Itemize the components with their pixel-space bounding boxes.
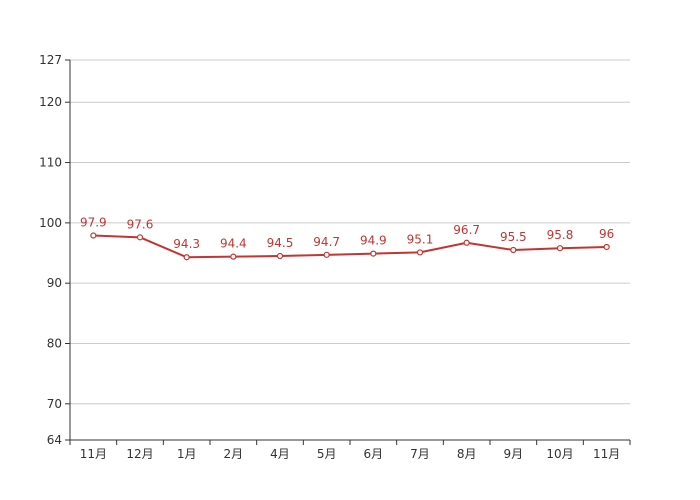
y-tick-label: 90	[47, 276, 62, 290]
y-tick-label: 80	[47, 336, 62, 350]
series-polyline	[93, 234, 607, 259]
data-label: 94.9	[360, 234, 387, 248]
axes: 64 70 80 90 100 110 120 127 11月 12月 1月 2月 4月 5月 6月 7月 8月…	[39, 53, 631, 461]
series-line	[90, 232, 610, 261]
x-tick-label: 10月	[546, 447, 573, 461]
data-label: 97.9	[80, 216, 107, 230]
y-tick-label: 110	[39, 156, 62, 170]
data-point[interactable]	[276, 252, 284, 260]
x-tick-label: 4月	[270, 447, 290, 461]
x-tick-label: 11月	[593, 447, 620, 461]
data-point[interactable]	[370, 250, 377, 257]
data-label: 94.5	[267, 236, 294, 250]
y-tick-label: 120	[39, 95, 62, 109]
data-label: 95.5	[500, 230, 527, 244]
x-tick-label: 7月	[410, 447, 430, 461]
x-tick-label: 6月	[364, 447, 384, 461]
data-point[interactable]	[416, 249, 424, 256]
data-point[interactable]	[556, 245, 564, 252]
data-label: 96	[599, 227, 614, 241]
x-tick-label: 5月	[317, 447, 337, 461]
data-label: 94.7	[313, 235, 340, 249]
y-tick-label: 70	[47, 397, 62, 411]
data-point[interactable]	[463, 239, 470, 246]
data-point[interactable]	[510, 246, 517, 254]
data-label: 94.3	[173, 237, 200, 251]
data-point[interactable]	[230, 253, 237, 260]
y-tick-label: 100	[39, 216, 62, 230]
x-tick-label: 9月	[504, 447, 524, 461]
data-point[interactable]	[183, 254, 190, 261]
y-tick-label: 127	[39, 53, 62, 67]
x-tick-label: 1月	[177, 447, 197, 461]
grid-lines	[70, 59, 630, 405]
x-tick-label: 2月	[224, 447, 244, 461]
data-point[interactable]	[136, 234, 144, 241]
data-label: 96.7	[453, 223, 480, 237]
data-labels: 97.9 97.6 94.3 94.4 94.5 94.7 94.9 95.1 96.7 95.5…	[80, 216, 614, 252]
x-tick-label: 12月	[126, 447, 153, 461]
data-point[interactable]	[90, 232, 97, 239]
data-point[interactable]	[323, 251, 330, 258]
x-tick-label: 8月	[457, 447, 477, 461]
data-label: 95.1	[407, 232, 434, 246]
data-point[interactable]	[603, 243, 610, 251]
y-tick-label: 64	[47, 433, 62, 447]
data-label: 94.4	[220, 237, 247, 251]
data-label: 97.6	[127, 217, 154, 231]
x-tick-label: 11月	[80, 447, 107, 461]
data-label: 95.8	[547, 228, 574, 242]
